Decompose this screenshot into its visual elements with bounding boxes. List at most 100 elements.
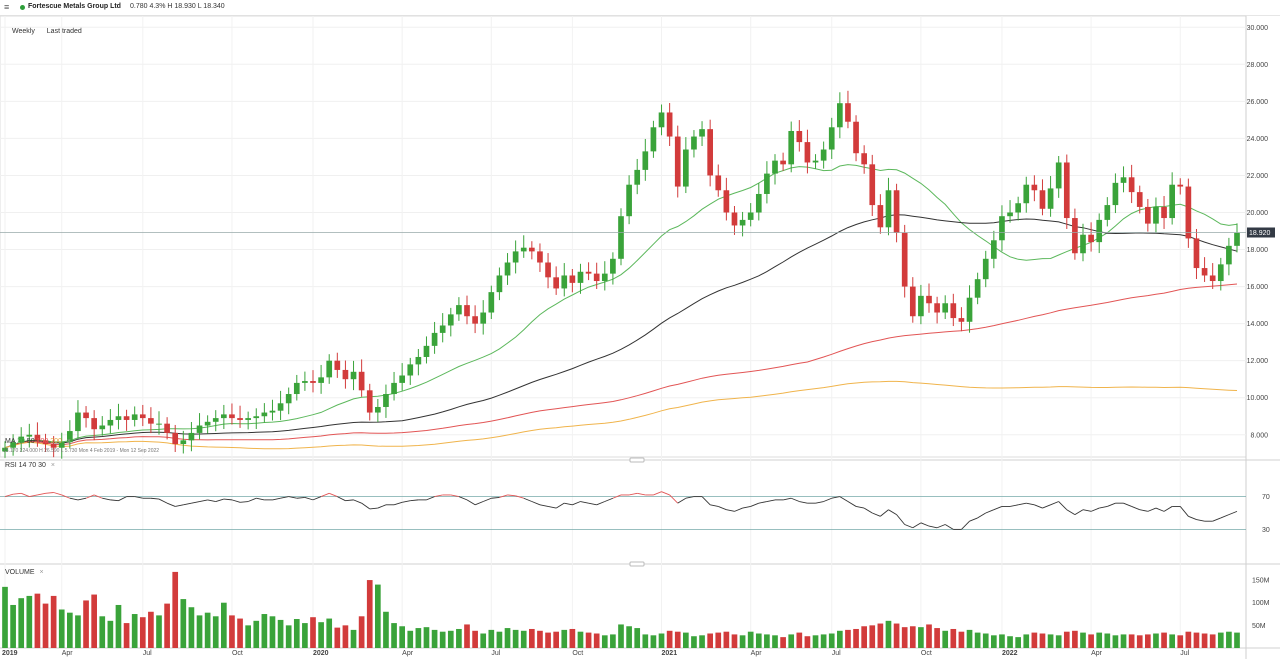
candle[interactable] <box>148 407 154 434</box>
candle[interactable] <box>1072 208 1078 260</box>
candle[interactable] <box>496 267 503 301</box>
volume-bar[interactable] <box>58 609 65 649</box>
close-icon[interactable]: × <box>39 569 44 576</box>
volume-bar[interactable] <box>229 615 235 648</box>
candle[interactable] <box>861 145 867 174</box>
volume-bar[interactable] <box>658 633 665 648</box>
volume-bar[interactable] <box>172 571 179 648</box>
candle[interactable] <box>723 177 730 221</box>
volume-bar[interactable] <box>1063 631 1070 648</box>
volume-bar[interactable] <box>1217 632 1224 648</box>
candle[interactable] <box>1112 173 1119 214</box>
candle[interactable] <box>318 364 324 394</box>
volume-bar[interactable] <box>334 627 341 648</box>
candle[interactable] <box>472 305 478 334</box>
candle[interactable] <box>755 183 762 221</box>
candle[interactable] <box>707 119 713 187</box>
candle[interactable] <box>26 423 33 448</box>
candle[interactable] <box>464 295 470 325</box>
volume-bar[interactable] <box>480 633 487 648</box>
volume-bar[interactable] <box>456 628 462 648</box>
volume-bar[interactable] <box>1209 634 1216 648</box>
candle[interactable] <box>991 230 997 269</box>
volume-bar[interactable] <box>496 631 503 648</box>
volume-bar[interactable] <box>1120 634 1127 648</box>
volume-bar[interactable] <box>1128 634 1135 648</box>
candle[interactable] <box>683 137 689 194</box>
volume-bar[interactable] <box>999 634 1005 648</box>
candle[interactable] <box>1136 185 1143 214</box>
volume-bar[interactable] <box>747 631 754 648</box>
volume-bar[interactable] <box>545 632 551 648</box>
ma-period-100[interactable]: 100 <box>36 438 49 445</box>
volume-bar[interactable] <box>18 598 25 648</box>
volume-bar[interactable] <box>828 633 835 648</box>
candle[interactable] <box>828 117 835 159</box>
ma-period-200[interactable]: 200 <box>50 438 62 445</box>
volume-bar[interactable] <box>212 616 219 648</box>
volume-bar[interactable] <box>318 622 324 648</box>
volume-bar[interactable] <box>1153 633 1159 648</box>
candle[interactable] <box>869 154 876 217</box>
candle[interactable] <box>1201 257 1208 282</box>
volume-bar[interactable] <box>909 626 916 648</box>
volume-bar[interactable] <box>1039 633 1046 648</box>
volume-bar[interactable] <box>67 612 73 648</box>
volume-bar[interactable] <box>529 628 535 648</box>
volume-bar[interactable] <box>666 630 673 648</box>
candle[interactable] <box>18 427 25 452</box>
hamburger-menu-icon[interactable]: ≡ <box>4 2 10 12</box>
candle[interactable] <box>285 387 292 415</box>
volume-bar[interactable] <box>383 611 389 648</box>
volume-bar[interactable] <box>569 628 576 648</box>
candle[interactable] <box>180 430 187 454</box>
volume-bar[interactable] <box>75 615 81 648</box>
volume-bar[interactable] <box>772 635 778 648</box>
volume-bar[interactable] <box>812 635 819 648</box>
volume-bar[interactable] <box>683 632 689 648</box>
volume-bar[interactable] <box>423 627 430 648</box>
candle[interactable] <box>488 285 495 320</box>
candle[interactable] <box>1145 198 1151 232</box>
candle[interactable] <box>966 285 973 333</box>
volume-bar[interactable] <box>245 625 251 648</box>
volume-bar[interactable] <box>415 628 422 648</box>
candle[interactable] <box>456 297 462 321</box>
candle[interactable] <box>788 121 795 173</box>
candle[interactable] <box>1185 178 1192 248</box>
candle[interactable] <box>909 277 916 323</box>
candle[interactable] <box>1128 164 1135 204</box>
volume-bar[interactable] <box>642 634 649 648</box>
price-type-selector[interactable]: Last traded <box>46 28 82 35</box>
volume-bar[interactable] <box>156 615 162 648</box>
candle[interactable] <box>67 420 73 449</box>
candle[interactable] <box>334 352 341 378</box>
volume-bar[interactable] <box>447 630 454 648</box>
candle[interactable] <box>107 409 114 434</box>
candle[interactable] <box>626 175 632 225</box>
volume-bar[interactable] <box>804 636 811 648</box>
candle[interactable] <box>277 390 284 421</box>
candle[interactable] <box>1039 179 1046 216</box>
candle[interactable] <box>480 300 487 335</box>
volume-bar[interactable] <box>520 630 527 648</box>
candle[interactable] <box>1055 155 1062 198</box>
volume-bar[interactable] <box>399 626 405 648</box>
candle[interactable] <box>253 408 260 430</box>
candle[interactable] <box>123 409 130 431</box>
candle[interactable] <box>350 360 357 391</box>
volume-bar[interactable] <box>1145 634 1151 648</box>
volume-bar[interactable] <box>512 629 519 648</box>
candle[interactable] <box>958 307 965 332</box>
candle[interactable] <box>666 103 673 146</box>
volume-bar[interactable] <box>893 623 900 648</box>
volume-bar[interactable] <box>739 635 746 648</box>
candle[interactable] <box>1047 176 1054 217</box>
candle[interactable] <box>747 203 754 227</box>
volume-bar[interactable] <box>861 626 867 648</box>
candle[interactable] <box>1104 197 1111 227</box>
volume-bar[interactable] <box>869 625 876 648</box>
volume-bar[interactable] <box>1072 630 1078 648</box>
candle[interactable] <box>383 384 389 418</box>
volume-bar[interactable] <box>407 630 414 648</box>
